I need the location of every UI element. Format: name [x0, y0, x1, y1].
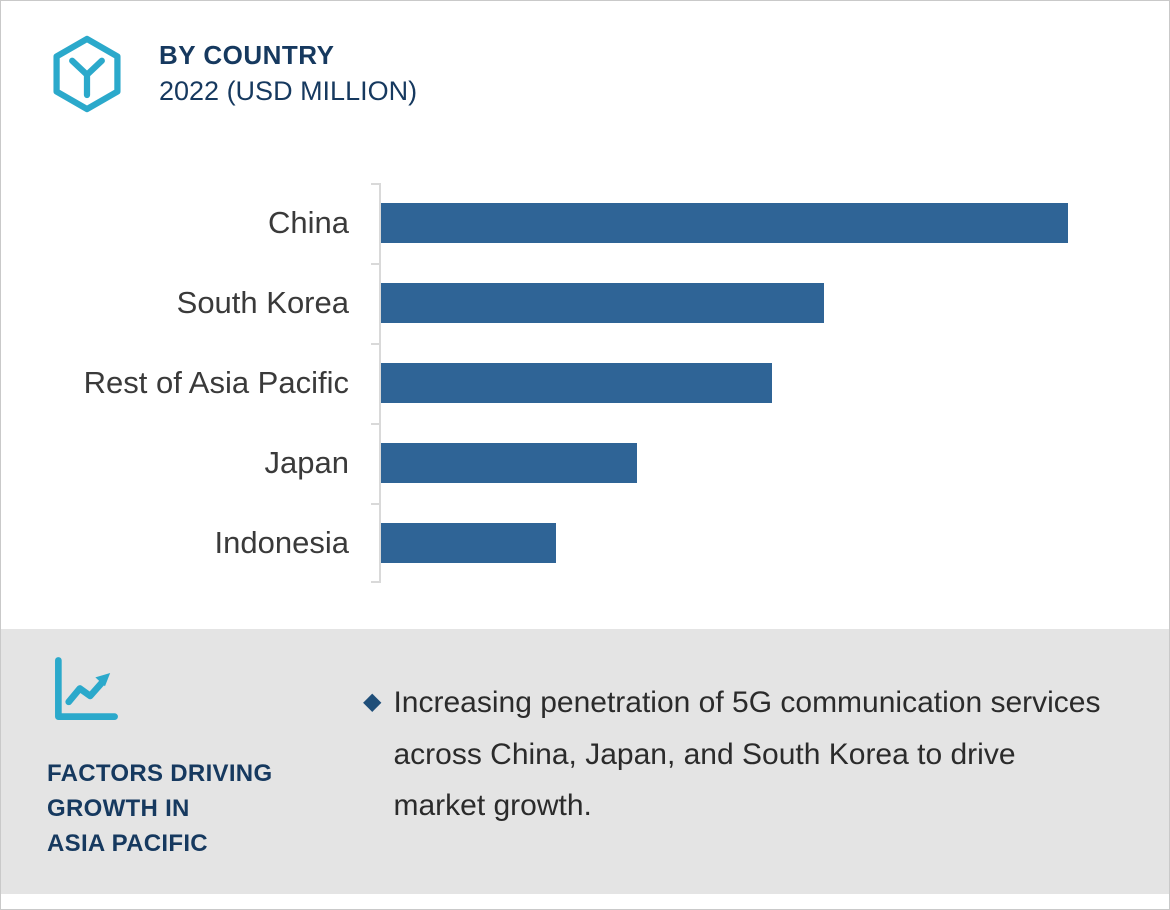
hexagon-y-icon — [45, 35, 129, 113]
factors-panel: FACTORS DRIVING GROWTH IN ASIA PACIFIC ◆… — [1, 629, 1169, 894]
bullet-text: Increasing penetration of 5G communicati… — [393, 686, 1101, 823]
axis-tick — [371, 263, 379, 265]
category-label: Rest of Asia Pacific — [83, 365, 349, 400]
category-label: China — [268, 205, 349, 240]
bullet-item: ◆ Increasing penetration of 5G communica… — [363, 677, 1111, 832]
chart-subtitle: 2022 (USD MILLION) — [159, 75, 418, 106]
axis-tick — [371, 423, 379, 425]
bar-indonesia — [381, 523, 557, 563]
panel-heading-line: FACTORS DRIVING — [47, 760, 273, 787]
bar-rest-of-asia-pacific — [381, 363, 772, 403]
category-label: South Korea — [176, 285, 349, 320]
panel-heading-line: ASIA PACIFIC — [47, 829, 208, 857]
bar-china — [381, 203, 1069, 243]
bar-chart: China South Korea Rest of Asia Pacific Japa… — [31, 183, 1123, 583]
axis-tick — [371, 581, 379, 583]
bar-row — [381, 183, 1123, 263]
bar-south-korea — [381, 283, 825, 323]
line-chart-icon — [47, 653, 123, 727]
diamond-bullet-icon: ◆ — [363, 688, 382, 715]
bar-plot — [371, 183, 1123, 583]
bar-row — [381, 263, 1123, 343]
bar-japan — [381, 443, 638, 483]
panel-heading: FACTORS DRIVING GROWTH IN ASIA PACIFIC — [47, 757, 272, 861]
axis-tick — [371, 503, 379, 505]
title-block: BY COUNTRY 2022 (USD MILLION) — [159, 39, 417, 108]
bar-row — [381, 503, 1123, 583]
chart-header: BY COUNTRY 2022 (USD MILLION) — [45, 35, 417, 113]
category-label: Indonesia — [214, 525, 349, 560]
chart-title: BY COUNTRY — [159, 40, 335, 71]
axis-tick — [371, 183, 379, 185]
axis-tick — [371, 343, 379, 345]
panel-heading-line: GROWTH IN — [47, 794, 190, 822]
category-labels: China South Korea Rest of Asia Pacific Japa… — [31, 183, 349, 583]
category-label: Japan — [264, 445, 349, 480]
bar-row — [381, 423, 1123, 503]
bar-row — [381, 343, 1123, 423]
